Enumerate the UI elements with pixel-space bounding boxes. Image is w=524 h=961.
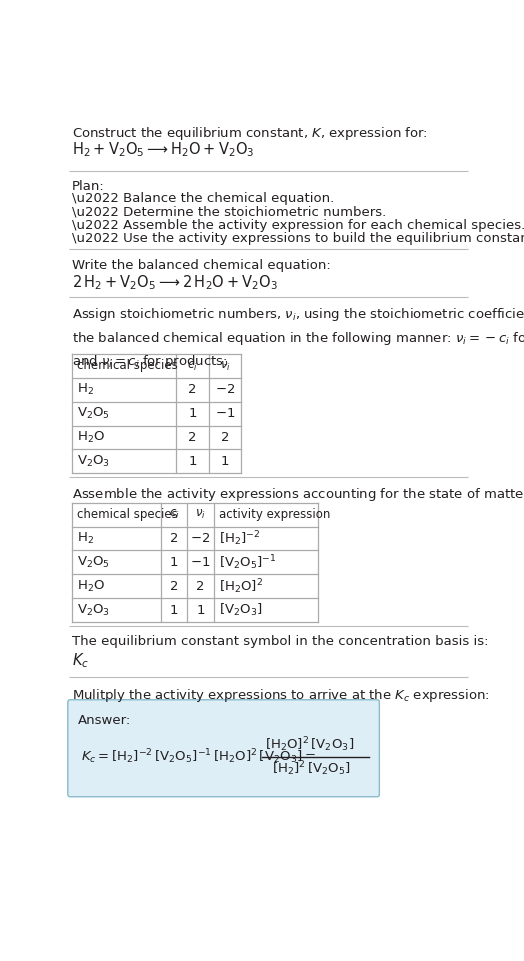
Text: $\mathrm{V_2O_3}$: $\mathrm{V_2O_3}$ bbox=[77, 603, 110, 618]
FancyBboxPatch shape bbox=[68, 700, 379, 797]
Text: 1: 1 bbox=[196, 604, 204, 617]
Text: \u2022 Assemble the activity expression for each chemical species.: \u2022 Assemble the activity expression … bbox=[72, 218, 524, 232]
Text: Assemble the activity expressions accounting for the state of matter and $\nu_i$: Assemble the activity expressions accoun… bbox=[72, 486, 524, 504]
Text: $[\mathrm{H_2}]^{-2}$: $[\mathrm{H_2}]^{-2}$ bbox=[219, 530, 260, 548]
Text: Write the balanced chemical equation:: Write the balanced chemical equation: bbox=[72, 259, 331, 272]
Text: $\mathrm{H_2}$: $\mathrm{H_2}$ bbox=[77, 382, 94, 398]
Text: $K_c = [\mathrm{H_2}]^{-2}\,[\mathrm{V_2O_5}]^{-1}\,[\mathrm{H_2O}]^{2}\,[\mathr: $K_c = [\mathrm{H_2}]^{-2}\,[\mathrm{V_2… bbox=[81, 748, 315, 766]
Text: $\mathrm{2\,H_2 + V_2O_5} \longrightarrow \mathrm{2\,H_2O + V_2O_3}$: $\mathrm{2\,H_2 + V_2O_5} \longrightarro… bbox=[72, 273, 278, 292]
Text: $[\mathrm{V_2O_3}]$: $[\mathrm{V_2O_3}]$ bbox=[219, 602, 263, 618]
Text: Answer:: Answer: bbox=[78, 714, 131, 727]
Text: 1: 1 bbox=[188, 455, 197, 468]
Text: $-1$: $-1$ bbox=[190, 555, 211, 569]
Text: $c_i$: $c_i$ bbox=[169, 508, 179, 521]
Text: 1: 1 bbox=[221, 455, 230, 468]
Text: $\mathrm{V_2O_5}$: $\mathrm{V_2O_5}$ bbox=[77, 554, 110, 570]
Text: $[\mathrm{H_2}]^{2}\,[\mathrm{V_2O_5}]$: $[\mathrm{H_2}]^{2}\,[\mathrm{V_2O_5}]$ bbox=[271, 760, 351, 778]
Text: chemical species: chemical species bbox=[77, 508, 178, 521]
Text: $[\mathrm{V_2O_5}]^{-1}$: $[\mathrm{V_2O_5}]^{-1}$ bbox=[219, 553, 277, 572]
Text: 1: 1 bbox=[188, 407, 197, 420]
Text: Assign stoichiometric numbers, $\nu_i$, using the stoichiometric coefficients, $: Assign stoichiometric numbers, $\nu_i$, … bbox=[72, 307, 524, 371]
Text: $\nu_i$: $\nu_i$ bbox=[195, 508, 206, 521]
Text: 2: 2 bbox=[170, 532, 178, 545]
Text: $-1$: $-1$ bbox=[215, 407, 235, 420]
Text: \u2022 Balance the chemical equation.: \u2022 Balance the chemical equation. bbox=[72, 192, 334, 206]
Text: \u2022 Determine the stoichiometric numbers.: \u2022 Determine the stoichiometric numb… bbox=[72, 206, 386, 218]
Text: $\mathrm{H_2O}$: $\mathrm{H_2O}$ bbox=[77, 430, 105, 445]
Text: 1: 1 bbox=[170, 555, 178, 569]
Text: Construct the equilibrium constant, $K$, expression for:: Construct the equilibrium constant, $K$,… bbox=[72, 125, 428, 141]
Text: $K_c$: $K_c$ bbox=[72, 652, 89, 670]
Text: $\mathrm{V_2O_3}$: $\mathrm{V_2O_3}$ bbox=[77, 454, 110, 469]
Text: $-2$: $-2$ bbox=[215, 383, 235, 396]
Text: 2: 2 bbox=[170, 579, 178, 593]
Text: 1: 1 bbox=[170, 604, 178, 617]
Text: $[\mathrm{H_2O}]^{2}$: $[\mathrm{H_2O}]^{2}$ bbox=[219, 577, 263, 596]
Text: $\mathrm{H_2}$: $\mathrm{H_2}$ bbox=[77, 530, 94, 546]
Text: chemical species: chemical species bbox=[77, 359, 178, 373]
Text: 2: 2 bbox=[188, 383, 197, 396]
Text: $\nu_i$: $\nu_i$ bbox=[220, 359, 231, 373]
Text: $\mathrm{V_2O_5}$: $\mathrm{V_2O_5}$ bbox=[77, 407, 110, 421]
Text: 2: 2 bbox=[196, 579, 204, 593]
Text: $\mathrm{H_2 + V_2O_5} \longrightarrow \mathrm{H_2O + V_2O_3}$: $\mathrm{H_2 + V_2O_5} \longrightarrow \… bbox=[72, 140, 254, 159]
Text: The equilibrium constant symbol in the concentration basis is:: The equilibrium constant symbol in the c… bbox=[72, 635, 488, 648]
Text: Plan:: Plan: bbox=[72, 180, 104, 193]
Text: \u2022 Use the activity expressions to build the equilibrium constant expression: \u2022 Use the activity expressions to b… bbox=[72, 232, 524, 245]
Text: activity expression: activity expression bbox=[219, 508, 330, 521]
Text: $-2$: $-2$ bbox=[190, 532, 211, 545]
Text: $[\mathrm{H_2O}]^{2}\,[\mathrm{V_2O_3}]$: $[\mathrm{H_2O}]^{2}\,[\mathrm{V_2O_3}]$ bbox=[266, 735, 355, 753]
Text: 2: 2 bbox=[221, 431, 230, 444]
Text: $\mathrm{H_2O}$: $\mathrm{H_2O}$ bbox=[77, 579, 105, 594]
Text: 2: 2 bbox=[188, 431, 197, 444]
Text: $c_i$: $c_i$ bbox=[187, 359, 198, 373]
Text: Mulitply the activity expressions to arrive at the $K_c$ expression:: Mulitply the activity expressions to arr… bbox=[72, 687, 489, 703]
